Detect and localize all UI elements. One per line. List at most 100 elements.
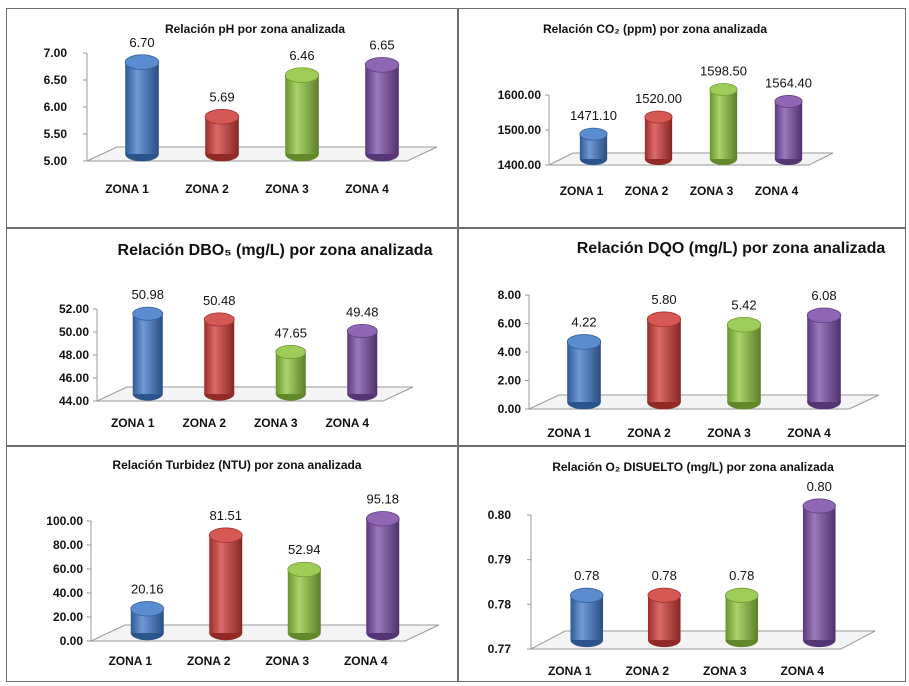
bar-zona-3: [726, 316, 762, 410]
bar-zona-4: [364, 57, 400, 162]
y-tick-label: 0.78: [488, 597, 512, 611]
category-label: ZONA 4: [787, 426, 831, 440]
chart-panel-dqo: Relación DQO (mg/L) por zona analizada 0.…: [458, 228, 906, 446]
bar-top: [365, 511, 400, 527]
value-label: 6.08: [811, 288, 836, 303]
category-label: ZONA 4: [325, 416, 369, 430]
category-label: ZONA 1: [548, 664, 592, 678]
y-tick-label: 44.00: [59, 394, 89, 408]
bar-zona-2: [204, 108, 240, 162]
bar-top: [806, 307, 842, 324]
category-label: ZONA 4: [780, 664, 824, 678]
bar-zona-2: [647, 587, 681, 648]
bar-zona-2: [644, 110, 673, 166]
value-label: 1520.00: [635, 91, 682, 106]
y-tick-label: 46.00: [59, 371, 89, 385]
bar-top: [579, 127, 608, 141]
bar-top: [774, 95, 803, 108]
chart-svg: Relación CO₂ (ppm) por zona analizada 140…: [498, 22, 834, 198]
y-tick-label: 80.00: [53, 538, 83, 552]
value-label: 20.16: [131, 582, 164, 597]
value-label: 1598.50: [700, 64, 747, 79]
floor-plane: [90, 624, 440, 642]
category-label: ZONA 2: [627, 426, 671, 440]
value-label: 95.18: [366, 492, 399, 507]
floor-plane: [530, 630, 876, 650]
category-label: ZONA 3: [703, 664, 747, 678]
bar-top: [364, 57, 400, 73]
category-label: ZONA 2: [625, 184, 669, 198]
value-label: 47.65: [274, 325, 307, 340]
value-label: 50.48: [203, 293, 236, 308]
y-tick-label: 20.00: [53, 610, 83, 624]
value-label: 0.80: [807, 479, 832, 494]
floor-plane: [548, 152, 834, 166]
y-tick-label: 1400.00: [498, 158, 542, 172]
bar-zona-3: [284, 67, 320, 162]
chart-title: Relación DBO₅ (mg/L) por zona analizada: [118, 242, 433, 259]
bar-top: [132, 306, 164, 321]
y-tick-label: 52.00: [59, 302, 89, 316]
chart-title: Relación CO₂ (ppm) por zona analizada: [543, 22, 767, 36]
bar-top: [275, 345, 307, 360]
bar-zona-4: [806, 307, 842, 410]
bar-top: [204, 108, 240, 125]
bar-body: [285, 75, 319, 154]
y-tick-label: 6.00: [44, 100, 68, 114]
value-label: 1564.40: [765, 75, 812, 90]
bar-body: [567, 341, 601, 402]
bar-zona-1: [124, 54, 160, 162]
bar-top: [644, 110, 673, 124]
chart-title: Relación O₂ DISUELTO (mg/L) por zona ana…: [552, 460, 834, 474]
bar-top: [287, 561, 322, 578]
bar-zona-1: [566, 334, 602, 410]
y-tick-label: 6.00: [498, 317, 522, 331]
chart-panel-turbidez: Relación Turbidez (NTU) por zona analiza…: [6, 446, 458, 682]
bar-body: [287, 569, 321, 633]
bar-top: [570, 587, 604, 603]
category-label: ZONA 3: [690, 184, 734, 198]
category-label: ZONA 2: [185, 182, 229, 196]
bar-zona-1: [130, 601, 165, 641]
value-label: 4.22: [571, 314, 596, 329]
category-label: ZONA 4: [755, 184, 799, 198]
bar-body: [365, 64, 399, 154]
bar-body: [647, 319, 681, 402]
chart-panel-co2: Relación CO₂ (ppm) por zona analizada 140…: [458, 8, 906, 228]
value-label: 52.94: [288, 542, 321, 557]
category-label: ZONA 2: [625, 664, 669, 678]
chart-svg: Relación pH por zona analizada 5.00 5.50 6.…: [44, 22, 438, 196]
y-tick-label: 1600.00: [498, 88, 542, 102]
y-tick-label: 0.80: [488, 508, 512, 522]
bar-zona-3: [709, 83, 738, 166]
category-label: ZONA 1: [560, 184, 604, 198]
y-tick-label: 2.00: [498, 374, 522, 388]
y-tick-label: 5.50: [44, 127, 68, 141]
category-label: ZONA 3: [265, 654, 309, 668]
category-label: ZONA 1: [111, 416, 155, 430]
category-label: ZONA 3: [254, 416, 298, 430]
bar-top: [566, 334, 602, 350]
value-label: 5.80: [651, 292, 676, 307]
bar-zona-1: [132, 306, 164, 401]
bar-zona-2: [203, 312, 235, 401]
category-label: ZONA 1: [108, 654, 152, 668]
y-tick-label: 0.79: [488, 553, 512, 567]
chart-panel-ph: Relación pH por zona analizada 5.00 5.50 6.…: [6, 8, 458, 228]
value-label: 6.46: [289, 48, 314, 63]
bar-zona-4: [774, 95, 803, 166]
chart-svg: Relación Turbidez (NTU) por zona analiza…: [46, 458, 440, 668]
bar-body: [709, 89, 738, 159]
category-label: ZONA 4: [344, 654, 388, 668]
y-tick-label: 40.00: [53, 586, 83, 600]
bar-body: [807, 315, 841, 402]
y-tick-label: 4.00: [498, 345, 522, 359]
bar-body: [727, 324, 761, 402]
bar-body: [125, 62, 159, 155]
y-tick-label: 0.00: [60, 634, 84, 648]
value-label: 0.78: [574, 568, 599, 583]
bar-top: [726, 316, 762, 333]
y-tick-label: 100.00: [46, 514, 83, 528]
bar-top: [346, 323, 378, 338]
